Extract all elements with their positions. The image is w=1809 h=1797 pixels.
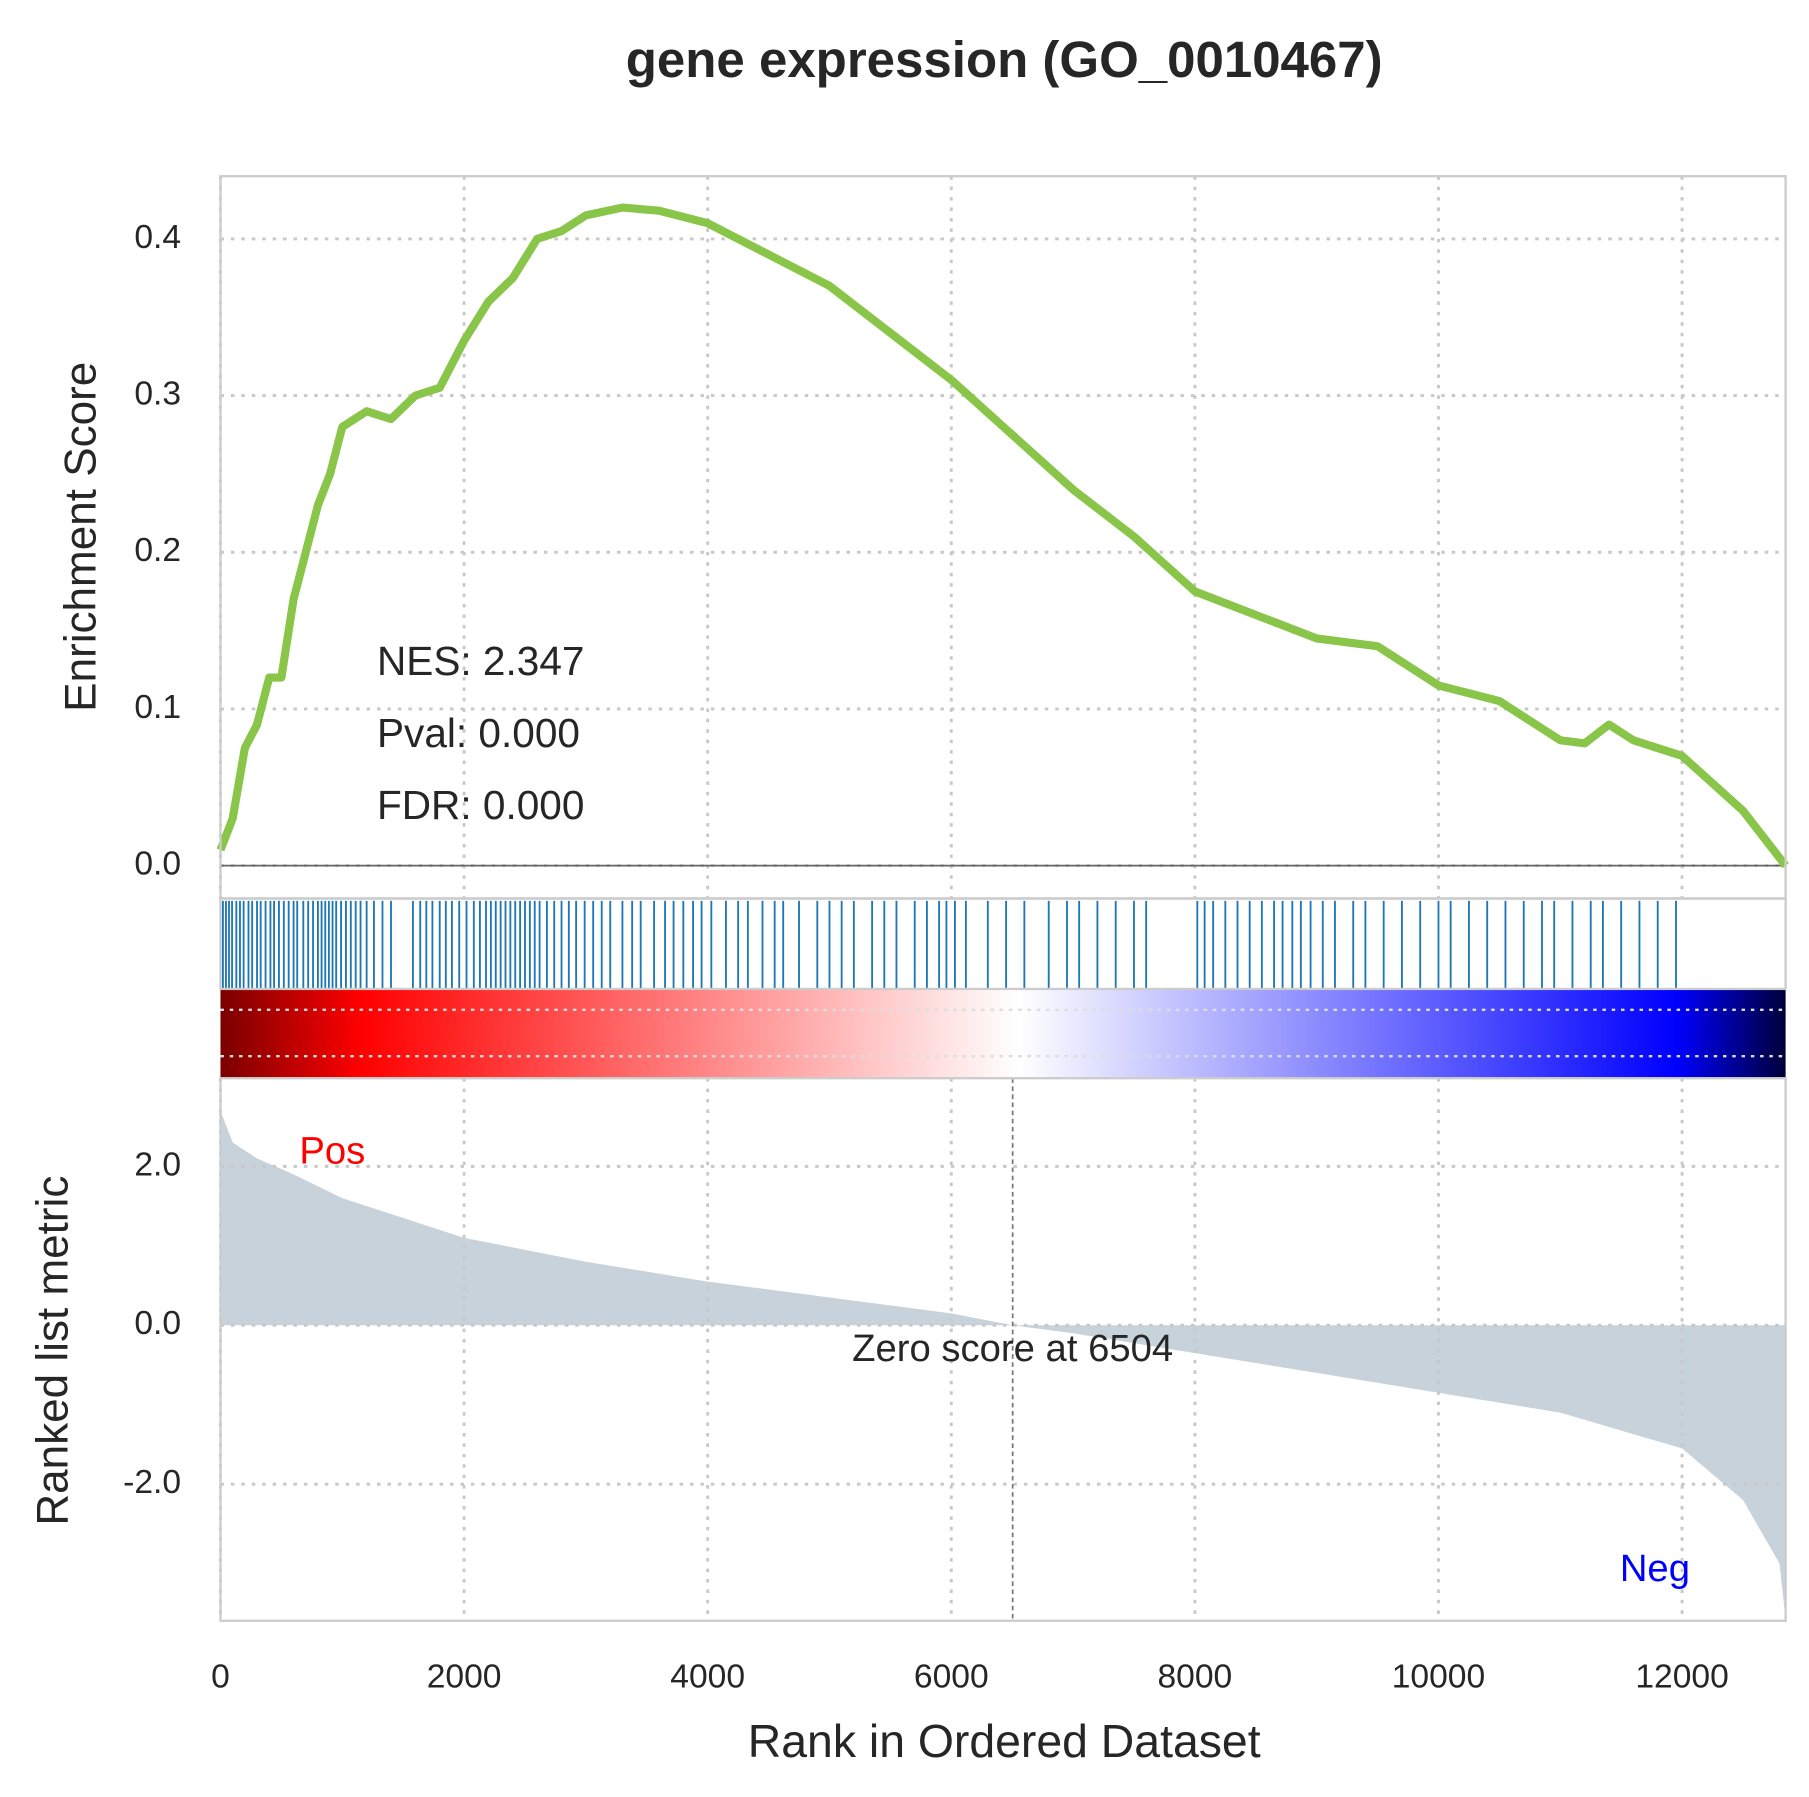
enrichment-line [216, 203, 1789, 869]
y-tick-label: 0.2 [134, 532, 181, 569]
y-axis-label: Enrichment Score [56, 362, 105, 712]
stat-annotation: FDR: 0.000 [377, 782, 584, 828]
panel-frame [219, 1077, 1787, 1622]
chart-title: gene expression (GO_0010467) [626, 31, 1383, 88]
stat-annotation: Pval: 0.000 [377, 710, 580, 756]
pos-label: Pos [299, 1130, 365, 1173]
y-tick-label: 0.0 [134, 845, 181, 882]
x-tick-label: 10000 [1392, 1659, 1485, 1696]
y-tick-label: 0.4 [134, 219, 181, 256]
zero-score-label: Zero score at 6504 [852, 1327, 1173, 1370]
x-tick-label: 8000 [1157, 1659, 1232, 1696]
x-tick-label: 2000 [427, 1659, 502, 1696]
y-tick-label: -2.0 [123, 1464, 181, 1501]
y-tick-label: 0.0 [134, 1305, 181, 1342]
ranked-metric-area [220, 1110, 1786, 1620]
y-axis-label: Ranked list metric [28, 1176, 77, 1526]
x-tick-label: 12000 [1635, 1659, 1728, 1696]
x-tick-label: 0 [211, 1659, 230, 1696]
x-tick-label: 4000 [670, 1659, 745, 1696]
y-tick-label: 0.1 [134, 689, 181, 726]
stat-annotation: NES: 2.347 [377, 638, 584, 684]
y-tick-label: 0.3 [134, 375, 181, 412]
neg-label: Neg [1620, 1547, 1690, 1590]
rank-colorbar [220, 988, 1786, 1079]
y-tick-label: 2.0 [134, 1146, 181, 1183]
x-tick-label: 6000 [914, 1659, 989, 1696]
x-axis-label: Rank in Ordered Dataset [748, 1715, 1261, 1767]
panel-frame [219, 897, 1787, 991]
